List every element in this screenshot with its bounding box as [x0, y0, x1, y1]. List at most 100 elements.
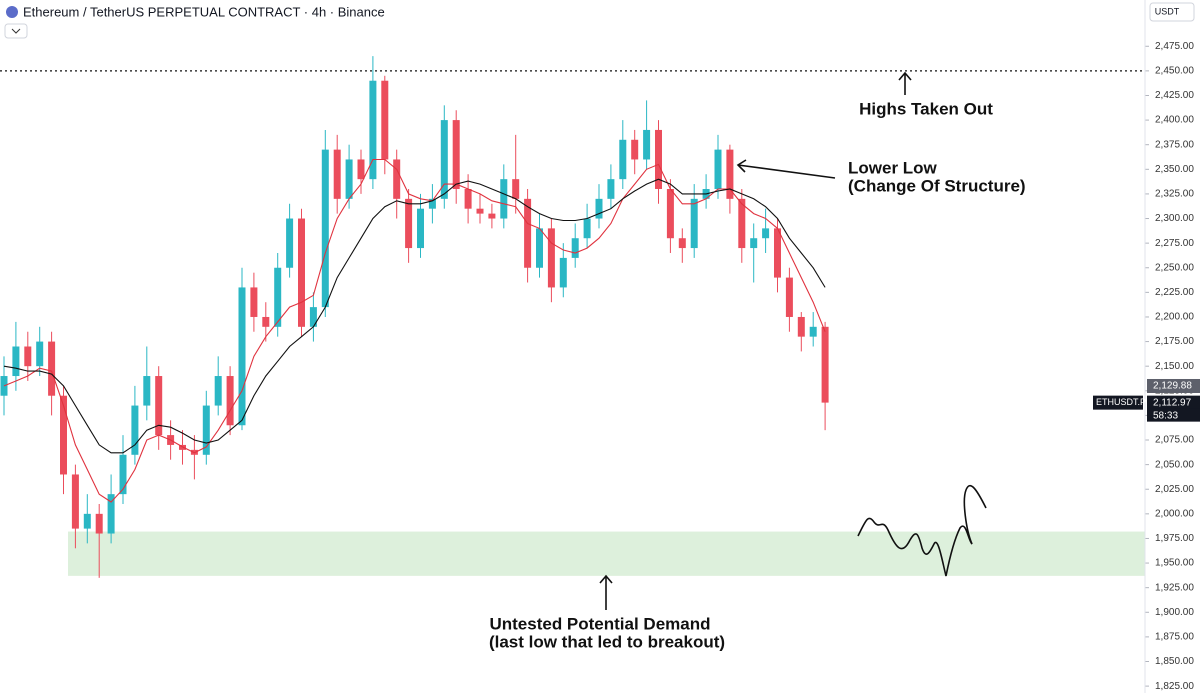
symbol-tag-label: ETHUSDT.P: [1096, 397, 1146, 407]
candle-body: [797, 316, 805, 337]
candle-body: [750, 238, 758, 249]
candle-body: [250, 287, 258, 317]
candle-body: [726, 149, 734, 199]
y-tick-label: 2,025.00: [1155, 484, 1194, 495]
candle-body: [214, 376, 222, 406]
currency-button[interactable]: [1149, 2, 1195, 22]
arrow: [736, 159, 836, 179]
y-tick-label: 2,475.00: [1155, 41, 1194, 52]
y-tick-label: 2,300.00: [1155, 213, 1194, 224]
candle-body: [393, 159, 401, 199]
annotation: Lower Low: [848, 158, 938, 177]
demand-zone: [68, 531, 1145, 576]
annotation: (Change Of Structure): [848, 176, 1026, 195]
y-tick-label: 2,425.00: [1155, 90, 1194, 101]
candle-body: [60, 395, 67, 475]
price-tag: [1147, 395, 1200, 410]
countdown-box: [1147, 408, 1200, 422]
candle-body: [583, 218, 591, 239]
moving-average: [3, 158, 826, 503]
candle-body: [143, 376, 151, 406]
y-tick-label: 2,250.00: [1155, 262, 1194, 273]
chart-title: Ethereum / TetherUS PERPETUAL CONTRACT ·…: [23, 4, 385, 19]
countdown: 58:33: [1153, 410, 1178, 421]
candle-body: [381, 80, 389, 160]
candle-body: [238, 287, 246, 426]
y-tick-label: 2,400.00: [1155, 115, 1194, 126]
price-tag-label: 2,112.97: [1153, 397, 1192, 408]
candle-body: [607, 179, 615, 199]
candle-body: [500, 179, 508, 219]
y-tick-label: 1,950.00: [1155, 558, 1194, 569]
moving-average: [3, 178, 826, 454]
candle-body: [333, 149, 341, 199]
candle-body: [666, 189, 674, 239]
y-tick-label: 2,325.00: [1155, 189, 1194, 200]
y-tick-label: 1,975.00: [1155, 533, 1194, 544]
candle-body: [274, 267, 282, 327]
y-tick-label: 2,150.00: [1155, 361, 1194, 372]
currency-label: USDT: [1155, 6, 1180, 16]
candle-body: [619, 139, 627, 180]
candle-body: [298, 218, 305, 327]
price-tag-label: 2,129.88: [1153, 381, 1192, 392]
arrow: [599, 574, 613, 610]
candle-body: [345, 159, 353, 199]
candle-body: [95, 513, 103, 534]
candle-body: [809, 326, 817, 337]
candle-body: [131, 405, 139, 455]
y-tick-label: 2,275.00: [1155, 238, 1194, 249]
candle-body: [202, 405, 210, 455]
projection-sketch: [857, 484, 987, 577]
y-tick-label: 1,875.00: [1155, 632, 1194, 643]
candle-body: [48, 341, 56, 396]
candle-body: [369, 80, 377, 180]
candle-body: [476, 208, 484, 214]
candle-body: [36, 341, 44, 367]
y-tick-label: 1,925.00: [1155, 582, 1194, 593]
candle-body: [428, 198, 436, 209]
candle-body: [226, 376, 234, 426]
annotation: Untested Potential Demand: [489, 614, 710, 633]
candle-body: [785, 277, 793, 317]
candle-body: [107, 494, 115, 534]
y-tick-label: 1,900.00: [1155, 607, 1194, 618]
candle-body: [559, 257, 567, 288]
candle-body: [83, 513, 91, 529]
candle-body: [690, 198, 698, 249]
candle-body: [119, 454, 127, 495]
candle-body: [774, 228, 781, 278]
y-tick-label: 2,175.00: [1155, 336, 1194, 347]
candle-body: [309, 307, 317, 327]
candle-body: [286, 218, 294, 268]
y-tick-label: 2,450.00: [1155, 66, 1194, 77]
candle-body: [512, 179, 520, 199]
y-tick-label: 1,825.00: [1155, 681, 1194, 692]
symbol-tag: [1093, 395, 1143, 410]
candle-body: [571, 238, 579, 258]
candle-body: [321, 149, 329, 308]
y-tick-label: 2,200.00: [1155, 312, 1194, 323]
candle-body: [655, 129, 662, 189]
collapse-icon: [11, 28, 21, 34]
y-tick-label: 1,850.00: [1155, 656, 1194, 667]
annotation: Highs Taken Out: [859, 99, 993, 118]
annotation: (last low that led to breakout): [489, 632, 725, 651]
y-tick-label: 2,075.00: [1155, 435, 1194, 446]
candle-body: [762, 228, 770, 239]
candle-body: [524, 198, 532, 268]
candle-body: [595, 198, 603, 219]
candle-body: [547, 228, 555, 288]
candle-body: [738, 198, 746, 249]
y-tick-label: 2,000.00: [1155, 508, 1194, 519]
candle-body: [643, 129, 651, 160]
candle-body: [452, 120, 460, 189]
collapse-button[interactable]: [4, 23, 28, 39]
y-tick-label: 2,050.00: [1155, 459, 1194, 470]
candle-body: [417, 208, 424, 249]
candle-body: [262, 316, 270, 327]
candle-body: [678, 238, 686, 249]
candle-body: [464, 189, 472, 209]
